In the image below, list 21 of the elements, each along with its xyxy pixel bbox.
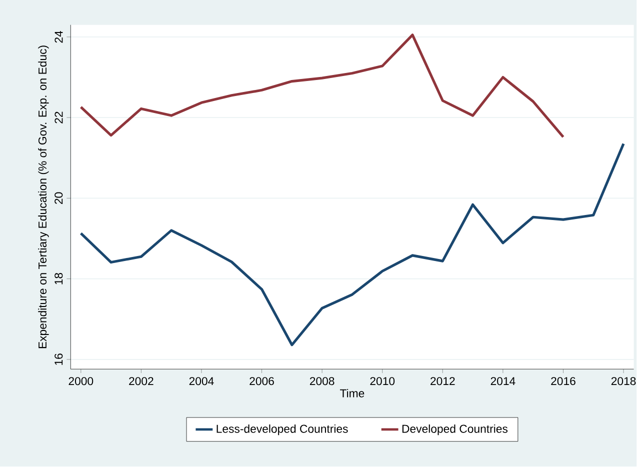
x-tick-label: 2016 <box>551 377 576 386</box>
y-axis-title: Expenditure on Tertiary Education (% of Gov. Exp. on Educ) <box>38 46 49 348</box>
x-tick-label: 2014 <box>490 377 516 386</box>
x-tick-label: 2004 <box>189 377 214 386</box>
y-tick-label: 16 <box>54 354 63 366</box>
line-series <box>80 34 565 138</box>
x-axis-title: Time <box>340 389 364 398</box>
x-tick-label: 2012 <box>430 377 455 386</box>
line-series <box>80 142 625 346</box>
x-tick-label: 2010 <box>370 377 395 386</box>
x-tick-label: 2006 <box>250 377 274 386</box>
x-tick-label: 2008 <box>310 377 334 386</box>
x-tick-label: 2018 <box>611 377 636 386</box>
legend-label: Less-developed Countries <box>216 424 348 436</box>
y-tick-label: 20 <box>54 192 63 204</box>
y-tick-label: 24 <box>54 31 63 43</box>
y-tick-label: 22 <box>54 112 63 124</box>
y-tick-label: 18 <box>54 273 63 284</box>
legend-label: Developed Countries <box>402 424 508 436</box>
x-tick-label: 2000 <box>68 377 94 386</box>
x-tick-label: 2002 <box>129 377 154 386</box>
